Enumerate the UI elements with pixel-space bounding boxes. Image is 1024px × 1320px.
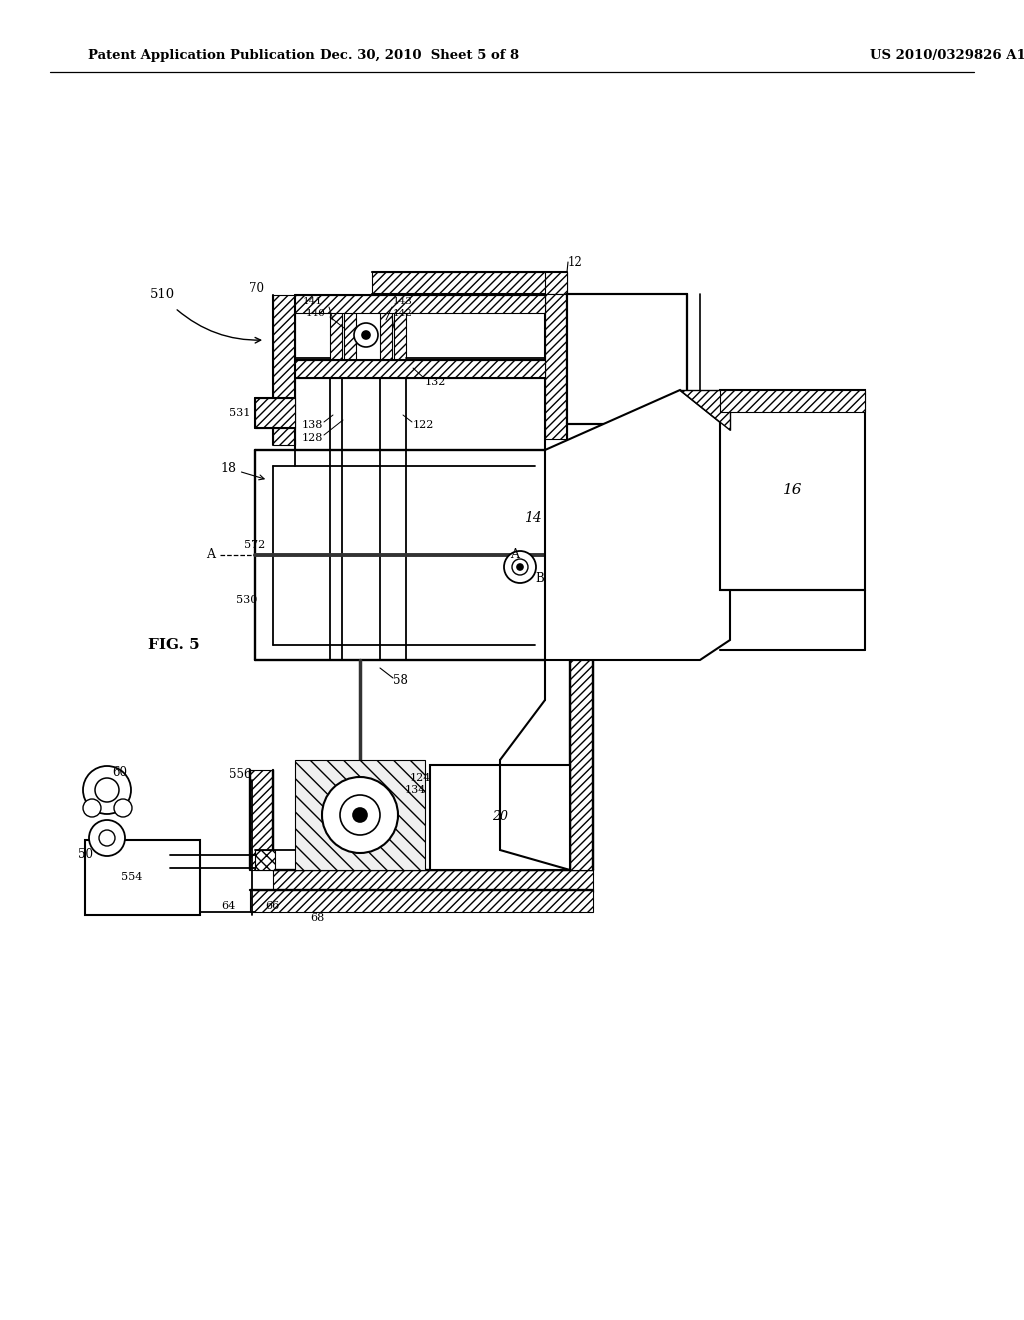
Bar <box>545 294 567 440</box>
Text: 64: 64 <box>221 902 234 911</box>
Bar <box>567 294 687 424</box>
Text: 530: 530 <box>236 595 257 605</box>
Text: 18: 18 <box>220 462 264 479</box>
Circle shape <box>517 564 523 570</box>
Text: 66: 66 <box>265 902 280 911</box>
Text: Dec. 30, 2010  Sheet 5 of 8: Dec. 30, 2010 Sheet 5 of 8 <box>321 49 519 62</box>
Text: 142: 142 <box>393 309 413 318</box>
Bar <box>545 272 567 294</box>
Text: 531: 531 <box>228 408 250 418</box>
Bar <box>250 890 593 912</box>
Polygon shape <box>680 389 730 430</box>
Circle shape <box>99 830 115 846</box>
Text: 128: 128 <box>302 433 323 444</box>
Text: 124: 124 <box>410 774 431 783</box>
Circle shape <box>504 550 536 583</box>
Bar <box>295 360 545 378</box>
Bar <box>430 766 570 870</box>
Bar <box>255 399 295 428</box>
Text: 16: 16 <box>783 483 803 498</box>
Circle shape <box>353 808 367 822</box>
Text: Patent Application Publication: Patent Application Publication <box>88 49 314 62</box>
Bar <box>273 294 295 445</box>
Text: 60: 60 <box>112 766 127 779</box>
Bar <box>85 840 200 915</box>
Text: 50: 50 <box>78 847 93 861</box>
Circle shape <box>362 331 370 339</box>
Bar <box>250 770 273 870</box>
Bar <box>295 760 425 870</box>
Text: 556: 556 <box>229 768 252 781</box>
Bar <box>295 294 545 313</box>
Bar <box>344 310 356 360</box>
Circle shape <box>83 766 131 814</box>
Text: B: B <box>535 572 544 585</box>
Text: 134: 134 <box>406 785 426 795</box>
Bar <box>394 310 406 360</box>
Text: 132: 132 <box>425 378 446 387</box>
Bar <box>720 389 865 590</box>
Text: 68: 68 <box>310 913 325 923</box>
Text: 12: 12 <box>568 256 583 268</box>
Circle shape <box>322 777 398 853</box>
Text: 572: 572 <box>244 540 265 550</box>
Text: A: A <box>206 549 215 561</box>
Text: 554: 554 <box>121 873 142 882</box>
Circle shape <box>89 820 125 855</box>
Text: 14: 14 <box>524 511 542 525</box>
Bar <box>372 272 567 294</box>
Bar <box>720 389 865 412</box>
Text: 140: 140 <box>306 309 326 318</box>
Circle shape <box>340 795 380 836</box>
Text: 58: 58 <box>393 673 408 686</box>
Bar <box>380 310 392 360</box>
Text: 70: 70 <box>249 281 264 294</box>
Text: FIG. 5: FIG. 5 <box>148 638 200 652</box>
Circle shape <box>512 558 528 576</box>
Text: 20: 20 <box>492 810 508 824</box>
Circle shape <box>83 799 101 817</box>
Bar <box>330 310 342 360</box>
Polygon shape <box>545 389 730 660</box>
Bar <box>273 870 593 892</box>
Text: US 2010/0329826 A1: US 2010/0329826 A1 <box>870 49 1024 62</box>
Text: 122: 122 <box>413 420 434 430</box>
Text: 143: 143 <box>393 297 413 306</box>
Circle shape <box>95 777 119 803</box>
Text: A: A <box>510 549 519 561</box>
Circle shape <box>354 323 378 347</box>
Bar <box>570 660 593 870</box>
Text: 510: 510 <box>150 289 175 301</box>
Circle shape <box>114 799 132 817</box>
Text: 141: 141 <box>303 297 323 306</box>
Text: 138: 138 <box>302 420 323 430</box>
Bar <box>255 850 275 870</box>
